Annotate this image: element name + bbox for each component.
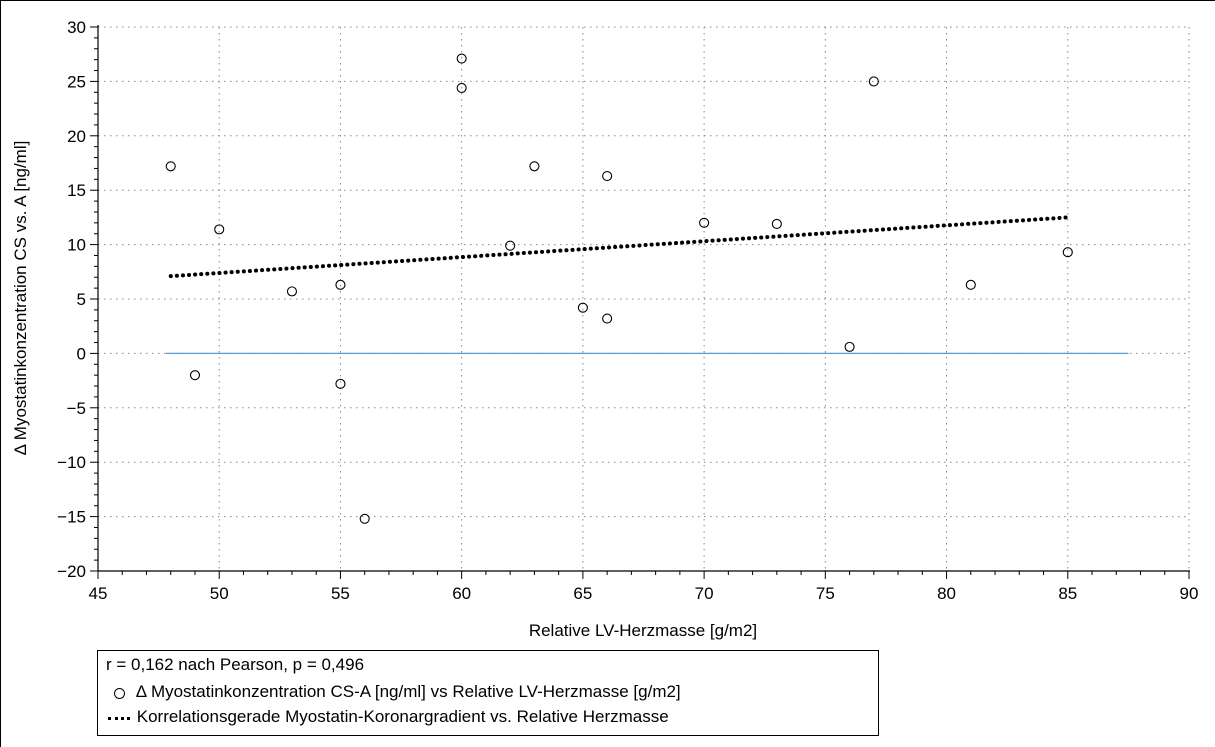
y-tick-label: 0 <box>77 344 86 363</box>
legend-stat-text: r = 0,162 nach Pearson, p = 0,496 <box>106 655 365 674</box>
x-tick-label: 45 <box>89 584 108 603</box>
data-point <box>844 341 855 352</box>
data-point <box>456 82 467 93</box>
x-tick-label: 50 <box>210 584 229 603</box>
x-tick-label: 80 <box>937 584 956 603</box>
legend-item-regression: Korrelationsgerade Myostatin-Koronargrad… <box>106 707 669 728</box>
data-point <box>214 224 225 235</box>
data-point <box>335 279 346 290</box>
data-point <box>335 378 346 389</box>
data-point <box>286 286 298 297</box>
data-marks <box>165 53 1129 524</box>
x-tick-label: 90 <box>1180 584 1199 603</box>
legend-label-scatter: Δ Myostatinkonzentration CS-A [ng/ml] vs… <box>135 682 681 701</box>
y-axis-label: Δ Myostatinkonzentration CS vs. A [ng/ml… <box>11 141 30 456</box>
x-axis-label: Relative LV-Herzmasse [g/m2] <box>529 621 757 640</box>
y-tick-label: 10 <box>67 236 86 255</box>
data-point <box>868 76 879 87</box>
open-circle-marker-icon <box>106 683 132 703</box>
legend-item-scatter: Δ Myostatinkonzentration CS-A [ng/ml] vs… <box>106 682 681 703</box>
y-tick-label: −20 <box>57 562 86 581</box>
data-point <box>359 513 370 524</box>
x-tick-label: 65 <box>573 584 592 603</box>
data-point <box>577 302 588 313</box>
y-tick-label: 25 <box>67 72 86 91</box>
x-tick-label: 85 <box>1058 584 1077 603</box>
y-tick-label: −15 <box>57 508 86 527</box>
data-point <box>505 240 516 251</box>
regression-line <box>168 215 1070 279</box>
y-tick-label: 20 <box>67 127 86 146</box>
dotted-line-icon <box>106 708 132 728</box>
data-point <box>1062 247 1073 258</box>
data-point <box>699 217 710 228</box>
x-tick-label: 75 <box>816 584 835 603</box>
data-point <box>965 279 976 290</box>
legend-label-regression: Korrelationsgerade Myostatin-Koronargrad… <box>136 707 669 726</box>
y-tick-label: −10 <box>57 453 86 472</box>
legend: r = 0,162 nach Pearson, p = 0,496 Δ Myos… <box>97 650 879 736</box>
x-tick-label: 55 <box>331 584 350 603</box>
y-tick-label: 30 <box>67 18 86 37</box>
y-tick-label: −5 <box>67 399 86 418</box>
tick-labels: 45 50 55 60 65 70 75 80 85 90 −20 −15 −10 −5 0 5 10 15 20 2… <box>57 18 1198 603</box>
data-point <box>456 53 467 64</box>
y-tick-label: 5 <box>77 290 86 309</box>
data-point <box>529 161 540 172</box>
data-point <box>602 313 613 324</box>
data-point <box>771 218 782 229</box>
x-tick-label: 60 <box>452 584 471 603</box>
data-point <box>189 370 201 381</box>
data-point <box>602 171 613 182</box>
data-point <box>165 161 176 172</box>
gridlines <box>98 26 1190 571</box>
tick-marks <box>90 26 1190 579</box>
axes <box>97 25 1190 572</box>
y-tick-label: 15 <box>67 181 86 200</box>
x-tick-label: 70 <box>695 584 714 603</box>
